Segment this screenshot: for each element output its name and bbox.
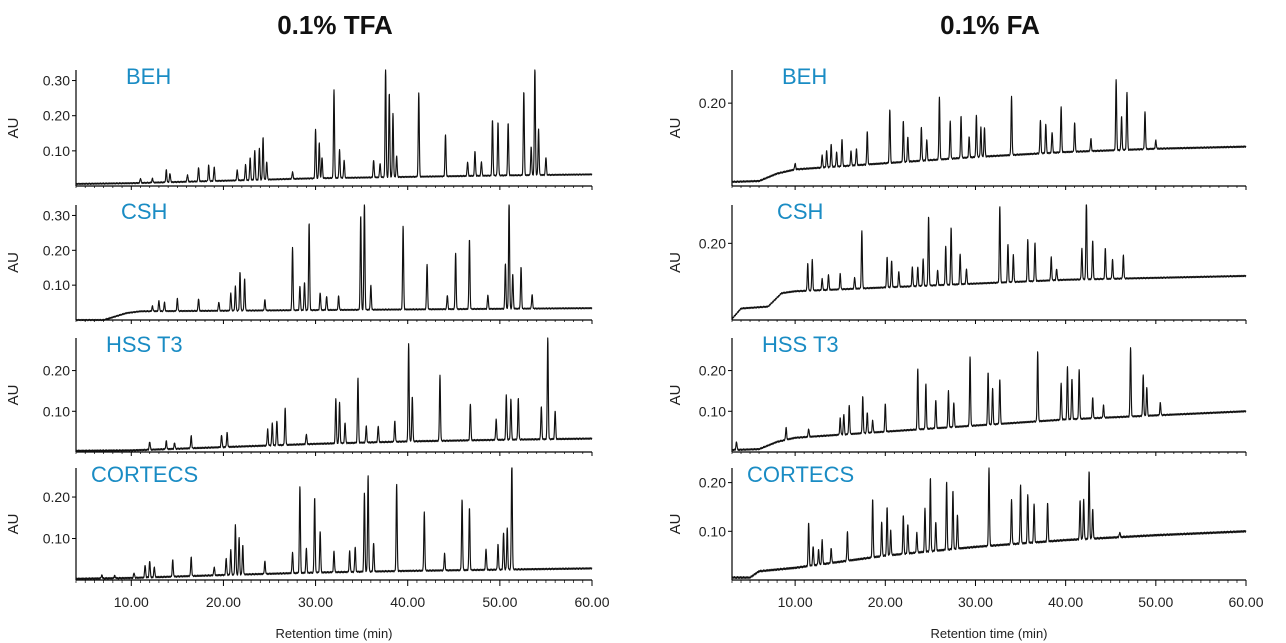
y-axis-label: AU (5, 118, 22, 139)
column-name-label: HSS T3 (106, 332, 183, 357)
y-axis-label: AU (667, 252, 684, 273)
column-name-label: CSH (121, 199, 167, 224)
x-tick-label: 10.00 (778, 594, 813, 610)
chromatogram-trace (75, 204, 593, 322)
y-axis-label: AU (5, 385, 22, 406)
panel-fa-cortecs: 0.10 0.20 AU CORTECS 10.00 20.00 30.00 40.00 50.… (667, 462, 1264, 641)
y-tick-label: 0.20 (699, 475, 726, 491)
y-tick-label: 0.10 (699, 523, 726, 539)
panel-tfa-cortecs: 0.10 0.20 AU CORTECS 10.00 20.00 30.00 40.00 50.… (5, 462, 610, 641)
left-column-title: 0.1% TFA (277, 10, 393, 40)
chromatogram-trace (731, 347, 1247, 452)
panel-fa-hss-t3: 0.10 0.20 AU HSS T3 (667, 332, 1247, 456)
x-tick-label: 40.00 (390, 594, 425, 610)
chromatogram-trace (75, 467, 593, 581)
x-axis-label: Retention time (min) (275, 626, 392, 641)
y-tick-label: 0.20 (699, 363, 726, 379)
y-tick-label: 0.20 (699, 235, 726, 251)
y-axis-label: AU (5, 252, 22, 273)
panel-tfa-beh: 0.10 0.20 0.30 AU BEH (5, 64, 593, 190)
column-name-label: CORTECS (747, 462, 854, 487)
panel-fa-csh: 0.20 AU CSH (667, 199, 1247, 324)
right-column-title: 0.1% FA (940, 10, 1040, 40)
y-tick-label: 0.20 (43, 363, 70, 379)
x-tick-label: 20.00 (868, 594, 903, 610)
y-tick-label: 0.30 (43, 207, 70, 223)
chromatogram-trace (75, 337, 593, 453)
y-tick-label: 0.20 (43, 489, 70, 505)
y-tick-label: 0.10 (699, 403, 726, 419)
y-tick-label: 0.10 (43, 531, 70, 547)
y-tick-label: 0.20 (43, 108, 70, 124)
x-tick-label: 30.00 (298, 594, 333, 610)
x-axis-label: Retention time (min) (930, 626, 1047, 641)
y-tick-label: 0.20 (699, 95, 726, 111)
y-tick-label: 0.10 (43, 277, 70, 293)
chromatogram-trace (75, 69, 593, 186)
y-axis-label: AU (5, 514, 22, 535)
y-tick-label: 0.30 (43, 73, 70, 89)
y-tick-label: 0.10 (43, 403, 70, 419)
panel-tfa-csh: 0.10 0.20 0.30 AU CSH (5, 199, 593, 324)
panel-tfa-hss-t3: 0.10 0.20 AU HSS T3 (5, 332, 593, 456)
chromatogram-trace (731, 467, 1247, 580)
x-tick-label: 10.00 (114, 594, 149, 610)
panel-fa-beh: 0.20 AU BEH (667, 64, 1247, 190)
column-name-label: CSH (777, 199, 823, 224)
x-tick-label: 50.00 (482, 594, 517, 610)
x-tick-label: 30.00 (958, 594, 993, 610)
column-name-label: CORTECS (91, 462, 198, 487)
y-tick-label: 0.10 (43, 143, 70, 159)
column-name-label: HSS T3 (762, 332, 839, 357)
x-tick-label: 40.00 (1048, 594, 1083, 610)
chromatogram-trace (731, 204, 1247, 320)
y-axis-label: AU (667, 514, 684, 535)
x-tick-label: 50.00 (1138, 594, 1173, 610)
y-axis-label: AU (667, 118, 684, 139)
x-tick-label: 60.00 (574, 594, 609, 610)
x-tick-label: 60.00 (1228, 594, 1263, 610)
panels-layer: 0.100.200.30AUBEH0.100.200.30AUCSH0.100.… (5, 64, 1264, 641)
x-tick-label: 20.00 (206, 594, 241, 610)
column-name-label: BEH (126, 64, 171, 89)
y-axis-label: AU (667, 385, 684, 406)
y-tick-label: 0.20 (43, 242, 70, 258)
chromatogram-trace (731, 79, 1247, 184)
column-name-label: BEH (782, 64, 827, 89)
